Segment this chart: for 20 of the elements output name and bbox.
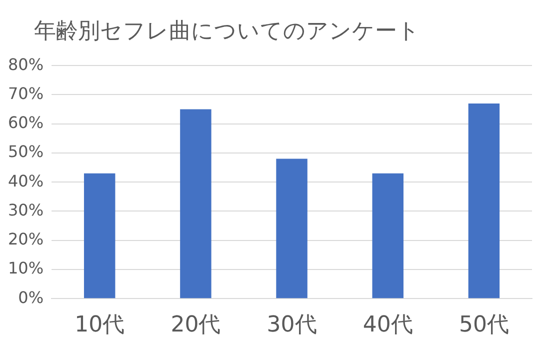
- bar: [372, 173, 404, 298]
- y-tick-label: 10%: [8, 258, 44, 278]
- x-tick-label: 10代: [74, 312, 125, 338]
- bar: [180, 109, 212, 298]
- x-tick-label: 20代: [170, 312, 221, 338]
- y-tick-label: 50%: [8, 142, 44, 162]
- x-tick-label: 50代: [458, 312, 509, 338]
- y-tick-label: 30%: [8, 200, 44, 220]
- x-tick-label: 40代: [362, 312, 413, 338]
- bar: [468, 103, 500, 298]
- y-tick-label: 60%: [8, 113, 44, 132]
- chart-title: 年齢別セフレ曲についてのアンケート: [34, 18, 420, 46]
- y-tick-label: 80%: [8, 54, 44, 74]
- y-tick-label: 20%: [8, 230, 44, 249]
- y-tick-label: 0%: [18, 288, 44, 307]
- bar: [276, 158, 308, 298]
- y-tick-label: 70%: [8, 84, 44, 103]
- x-tick-label: 30代: [266, 312, 317, 338]
- bar: [84, 173, 116, 298]
- y-tick-label: 40%: [8, 171, 44, 190]
